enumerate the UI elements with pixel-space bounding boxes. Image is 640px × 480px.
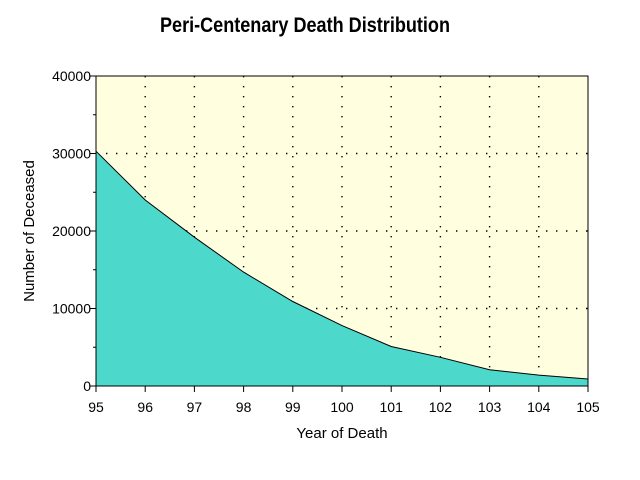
x-tick-label: 104 xyxy=(527,399,551,415)
x-tick-label: 100 xyxy=(330,399,354,415)
grid xyxy=(96,76,588,386)
y-tick-label: 30000 xyxy=(52,146,91,162)
x-tick-label: 105 xyxy=(576,399,600,415)
x-tick-label: 96 xyxy=(137,399,153,415)
y-tick-label: 20000 xyxy=(52,223,91,239)
x-tick-label: 97 xyxy=(187,399,203,415)
x-tick-label: 103 xyxy=(478,399,502,415)
x-axis-label: Year of Death xyxy=(296,425,387,442)
x-tick-label: 98 xyxy=(236,399,252,415)
x-tick-labels: 95 96 97 98 99 100 101 102 103 104 105 xyxy=(88,399,600,415)
x-tick-label: 102 xyxy=(429,399,453,415)
axis-ticks xyxy=(90,75,589,392)
x-tick-label: 95 xyxy=(88,399,104,415)
chart-title: Peri-Centenary Death Distribution xyxy=(159,14,451,37)
y-axis-label: Number of Deceased xyxy=(21,160,38,302)
y-tick-label: 40000 xyxy=(52,68,91,84)
y-tick-label: 10000 xyxy=(52,301,91,317)
data-line xyxy=(95,150,589,380)
x-tick-label: 99 xyxy=(285,399,301,415)
x-tick-label: 101 xyxy=(380,399,404,415)
y-tick-labels: 0 10000 20000 30000 40000 xyxy=(52,68,91,394)
data-area xyxy=(96,151,588,386)
y-tick-label: 0 xyxy=(83,378,91,394)
